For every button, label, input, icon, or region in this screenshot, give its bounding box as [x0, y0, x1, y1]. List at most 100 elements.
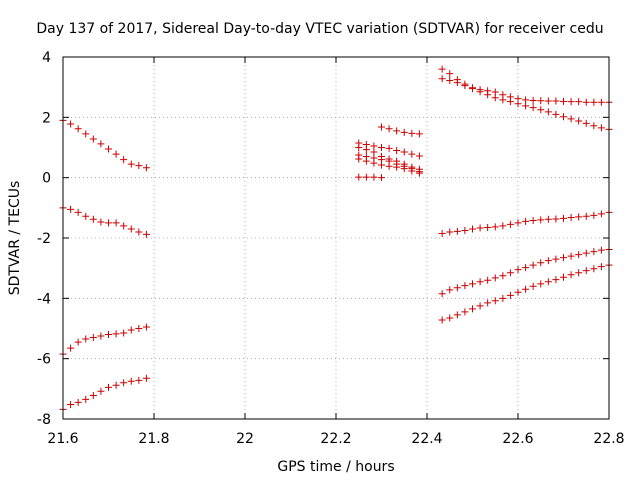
data-point	[597, 246, 605, 254]
data-point	[484, 299, 492, 307]
data-point	[74, 398, 82, 406]
x-tick-label: 22.4	[411, 431, 442, 447]
data-point	[446, 286, 454, 294]
data-point	[544, 278, 552, 286]
series-s9	[355, 173, 385, 182]
data-point	[552, 215, 560, 223]
data-point	[415, 152, 423, 160]
data-point	[355, 155, 363, 163]
data-point	[529, 261, 537, 269]
data-point	[74, 338, 82, 346]
data-point	[575, 117, 583, 125]
data-point	[67, 205, 75, 213]
data-point	[120, 329, 128, 337]
data-point	[400, 165, 408, 173]
data-point	[67, 401, 75, 409]
data-point	[476, 302, 484, 310]
data-point	[522, 96, 530, 104]
data-point	[127, 377, 135, 385]
data-point	[438, 229, 446, 237]
data-point	[582, 98, 590, 106]
data-point	[560, 113, 567, 121]
series-s15	[438, 261, 613, 324]
data-point	[362, 173, 370, 181]
data-points	[59, 65, 613, 413]
data-point	[105, 383, 112, 391]
x-tick-label: 22	[236, 431, 254, 447]
data-point	[135, 376, 143, 384]
data-point	[597, 124, 605, 132]
data-point	[567, 252, 575, 260]
data-point	[370, 142, 378, 150]
data-point	[97, 387, 105, 395]
data-point	[582, 212, 590, 220]
data-point	[453, 227, 461, 235]
data-point	[544, 257, 552, 265]
data-point	[575, 213, 583, 221]
data-point	[378, 144, 385, 151]
data-point	[537, 216, 545, 224]
data-point	[590, 122, 598, 130]
data-point	[529, 96, 537, 104]
data-point	[438, 290, 446, 298]
data-point	[370, 159, 378, 167]
data-point	[544, 108, 552, 116]
data-point	[370, 148, 378, 156]
data-point	[582, 249, 590, 257]
data-point	[97, 140, 105, 148]
data-point	[597, 263, 605, 271]
data-point	[461, 282, 469, 290]
data-point	[567, 271, 575, 279]
data-point	[506, 93, 514, 101]
data-point	[453, 284, 461, 292]
series-s8	[355, 155, 423, 177]
data-point	[597, 98, 605, 106]
data-point	[560, 273, 567, 281]
data-point	[415, 130, 423, 138]
data-point	[484, 276, 492, 284]
grid-lines	[63, 57, 609, 419]
data-point	[135, 325, 143, 332]
series-s3	[59, 323, 150, 358]
data-point	[522, 102, 530, 110]
data-point	[408, 167, 416, 175]
data-point	[378, 161, 385, 169]
data-point	[476, 224, 484, 232]
data-point	[89, 135, 97, 143]
data-point	[499, 272, 507, 280]
data-point	[590, 211, 598, 219]
data-point	[127, 326, 135, 334]
data-point	[112, 330, 120, 338]
data-point	[575, 251, 583, 259]
data-point	[378, 123, 385, 131]
data-point	[544, 97, 552, 105]
data-point	[529, 104, 537, 112]
data-point	[567, 98, 575, 106]
x-tick-label: 21.6	[47, 431, 78, 447]
data-point	[105, 219, 112, 227]
data-point	[89, 215, 97, 223]
chart-title: Day 137 of 2017, Sidereal Day-to-day VTE…	[36, 21, 603, 37]
data-point	[446, 228, 454, 236]
data-point	[355, 173, 363, 181]
data-point	[476, 86, 484, 94]
data-point	[408, 129, 416, 137]
data-point	[560, 214, 567, 222]
data-point	[544, 215, 552, 223]
data-point	[499, 91, 507, 99]
data-point	[491, 274, 499, 282]
data-point	[142, 164, 150, 172]
data-point	[127, 160, 135, 168]
data-point	[362, 157, 370, 165]
data-point	[529, 217, 537, 225]
y-tick-label: -8	[37, 412, 51, 428]
data-point	[461, 308, 469, 316]
data-point	[82, 130, 90, 138]
data-point	[575, 269, 583, 277]
data-point	[506, 269, 514, 277]
data-point	[484, 223, 492, 231]
data-point	[105, 331, 112, 339]
data-point	[142, 323, 150, 331]
data-point	[446, 77, 454, 85]
